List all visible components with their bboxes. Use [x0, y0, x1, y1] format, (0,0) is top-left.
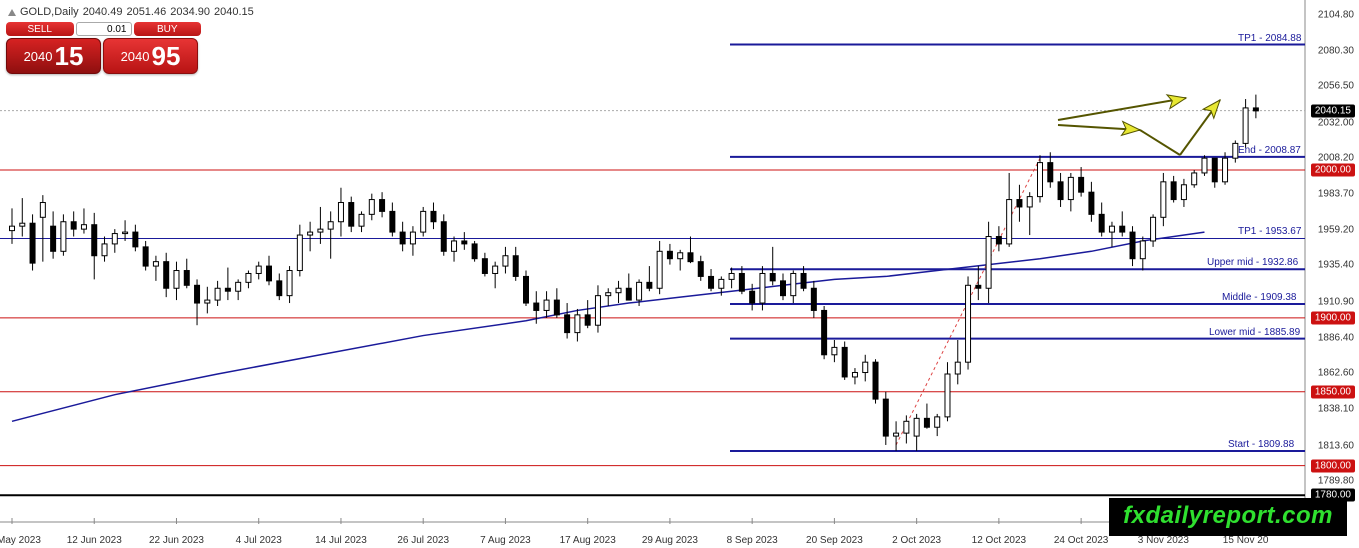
- x-tick: 2 Oct 2023: [892, 535, 941, 546]
- y-tick: 2056.50: [1317, 81, 1355, 92]
- x-tick: 22 Jun 2023: [149, 535, 204, 546]
- y-tick: 2080.30: [1317, 46, 1355, 57]
- x-tick: 29 Aug 2023: [642, 535, 698, 546]
- buy-button[interactable]: BUY: [134, 22, 202, 36]
- x-tick: 24 Oct 2023: [1054, 535, 1108, 546]
- ohlc-o: 2040.49: [83, 6, 123, 18]
- x-tick: 14 Jul 2023: [315, 535, 367, 546]
- x-tick: 31 May 2023: [0, 535, 41, 546]
- level-label: Lower mid - 1885.89: [1209, 327, 1300, 338]
- sell-price-pre: 2040: [24, 49, 53, 64]
- sell-price-big: 15: [55, 39, 84, 73]
- y-level-box: 1850.00: [1311, 385, 1355, 398]
- x-tick: 4 Jul 2023: [236, 535, 282, 546]
- triangle-up-icon: [8, 9, 16, 16]
- y-tick: 1862.60: [1317, 368, 1355, 379]
- sell-price-box[interactable]: 2040 15: [6, 38, 101, 74]
- level-label: Upper mid - 1932.86: [1207, 257, 1298, 268]
- y-tick: 2008.20: [1317, 152, 1355, 163]
- y-tick: 1959.20: [1317, 225, 1355, 236]
- watermark: fxdailyreport.com: [1109, 498, 1347, 536]
- y-tick: 1813.60: [1317, 440, 1355, 451]
- x-tick: 12 Oct 2023: [972, 535, 1026, 546]
- x-tick: 26 Jul 2023: [397, 535, 449, 546]
- buy-price-pre: 2040: [121, 49, 150, 64]
- sell-button[interactable]: SELL: [6, 22, 74, 36]
- y-tick: 2104.80: [1317, 10, 1355, 21]
- y-level-box: 2040.15: [1311, 104, 1355, 117]
- x-tick: 12 Jun 2023: [67, 535, 122, 546]
- x-tick: 17 Aug 2023: [560, 535, 616, 546]
- y-tick: 2032.00: [1317, 117, 1355, 128]
- y-tick: 1886.40: [1317, 332, 1355, 343]
- trade-panel: SELL BUY 2040 15 2040 95: [6, 22, 201, 74]
- chart-container: GOLD,Daily 2040.49 2051.46 2034.90 2040.…: [0, 0, 1359, 548]
- level-label: Middle - 1909.38: [1222, 292, 1297, 303]
- y-tick: 1935.40: [1317, 260, 1355, 271]
- level-label: TP1 - 1953.67: [1238, 226, 1301, 237]
- symbol-label: GOLD,Daily: [20, 6, 79, 18]
- y-tick: 1983.70: [1317, 189, 1355, 200]
- y-level-box: 2000.00: [1311, 164, 1355, 177]
- level-label: Start - 1809.88: [1228, 439, 1294, 450]
- ohlc-l: 2034.90: [170, 6, 210, 18]
- x-tick: 7 Aug 2023: [480, 535, 531, 546]
- x-tick: 20 Sep 2023: [806, 535, 863, 546]
- level-label: TP1 - 2084.88: [1238, 33, 1301, 44]
- chart-svg: [0, 0, 1359, 548]
- ohlc-bar: GOLD,Daily 2040.49 2051.46 2034.90 2040.…: [8, 6, 254, 18]
- y-tick: 1910.90: [1317, 296, 1355, 307]
- lot-input[interactable]: [76, 22, 132, 36]
- ohlc-h: 2051.46: [126, 6, 166, 18]
- y-level-box: 1900.00: [1311, 311, 1355, 324]
- y-tick: 1789.80: [1317, 475, 1355, 486]
- level-label: End - 2008.87: [1238, 145, 1301, 156]
- buy-price-box[interactable]: 2040 95: [103, 38, 198, 74]
- x-tick: 3 Nov 2023: [1138, 535, 1189, 546]
- buy-price-big: 95: [152, 39, 181, 73]
- y-tick: 1838.10: [1317, 404, 1355, 415]
- x-tick: 8 Sep 2023: [727, 535, 778, 546]
- y-level-box: 1800.00: [1311, 459, 1355, 472]
- x-tick: 15 Nov 20: [1223, 535, 1269, 546]
- ohlc-c: 2040.15: [214, 6, 254, 18]
